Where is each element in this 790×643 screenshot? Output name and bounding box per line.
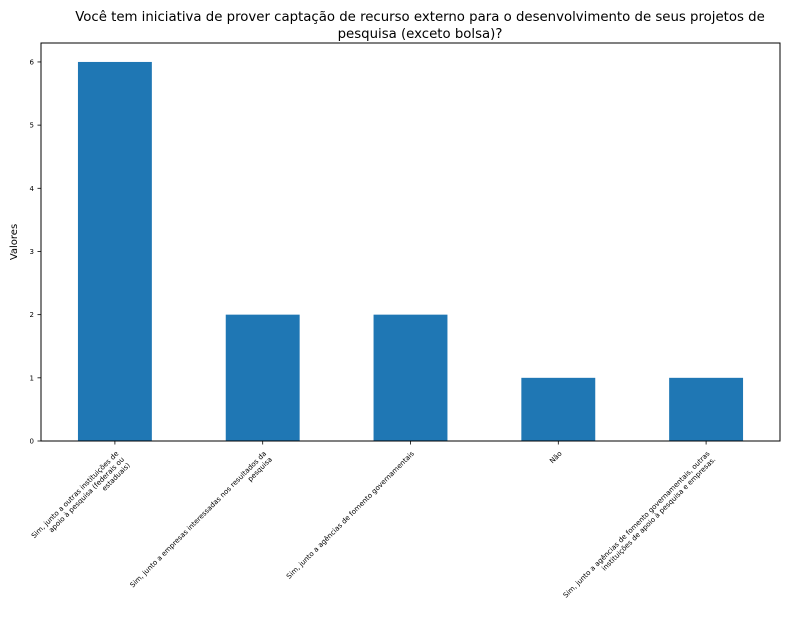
bar-3	[521, 377, 596, 441]
y-tick-label-3: 3	[30, 248, 34, 256]
y-tick-label-0: 0	[30, 438, 34, 446]
bar-0	[77, 61, 152, 441]
bar-4	[669, 377, 744, 441]
x-tick-label-2: Sim, junto a agências de fomento governa…	[285, 450, 416, 581]
x-tick-label-0: Sim, junto a outras instituições deapoio…	[30, 450, 132, 552]
chart-title-line-2: pesquisa (exceto bolsa)?	[338, 27, 503, 42]
x-tick-label-3-line-0: Não	[548, 450, 563, 465]
chart-marks: 0 1 2 3 4 5 6 Sim, junto a outras instituições …	[30, 58, 744, 606]
bar-1	[225, 314, 300, 441]
x-tick-label-4: Sim, junto a agências de fomento governa…	[562, 450, 718, 606]
y-tick-label-1: 1	[30, 374, 34, 382]
bar-2	[373, 314, 448, 441]
x-tick-label-1-line-0: Sim, junto a empresas interessadas nos r…	[129, 450, 269, 590]
y-tick-label-2: 2	[30, 311, 34, 319]
x-tick-label-1: Sim, junto a empresas interessadas nos r…	[129, 450, 274, 595]
chart-title-line-1: Você tem iniciativa de prover captação d…	[75, 9, 765, 25]
x-tick-label-0-line-1: apoio à pesquisa (federais ou	[47, 456, 126, 535]
x-tick-label-2-line-0: Sim, junto a agências de fomento governa…	[285, 450, 416, 581]
y-tick-label-6: 6	[30, 58, 35, 66]
y-tick-label-4: 4	[30, 185, 35, 193]
x-tick-label-4-line-0: Sim, junto a agências de fomento governa…	[562, 450, 712, 600]
x-tick-label-4-line-1: instituições de apoio à pesquisa e empre…	[600, 456, 717, 573]
x-tick-label-0-line-0: Sim, junto a outras instituições de	[30, 450, 120, 540]
plot-frame	[40, 42, 781, 442]
x-tick-label-3: Não	[548, 450, 563, 465]
y-tick-label-5: 5	[30, 122, 34, 130]
y-axis-label: Valores	[9, 224, 20, 260]
